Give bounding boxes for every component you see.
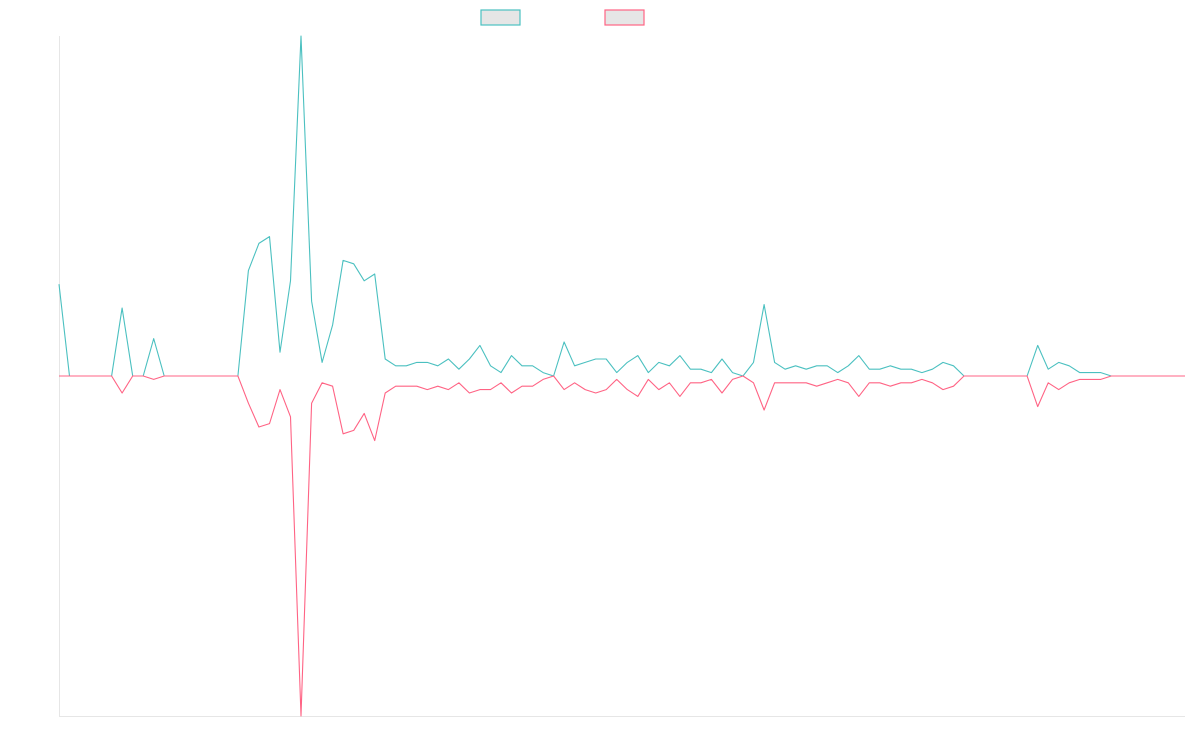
legend-swatch-0[interactable] <box>480 9 521 26</box>
series-line-0 <box>58 35 1185 377</box>
legend[interactable] <box>480 9 645 26</box>
plot-area <box>58 35 1185 717</box>
legend-swatch-1[interactable] <box>604 9 645 26</box>
series-line-1 <box>59 375 1185 717</box>
